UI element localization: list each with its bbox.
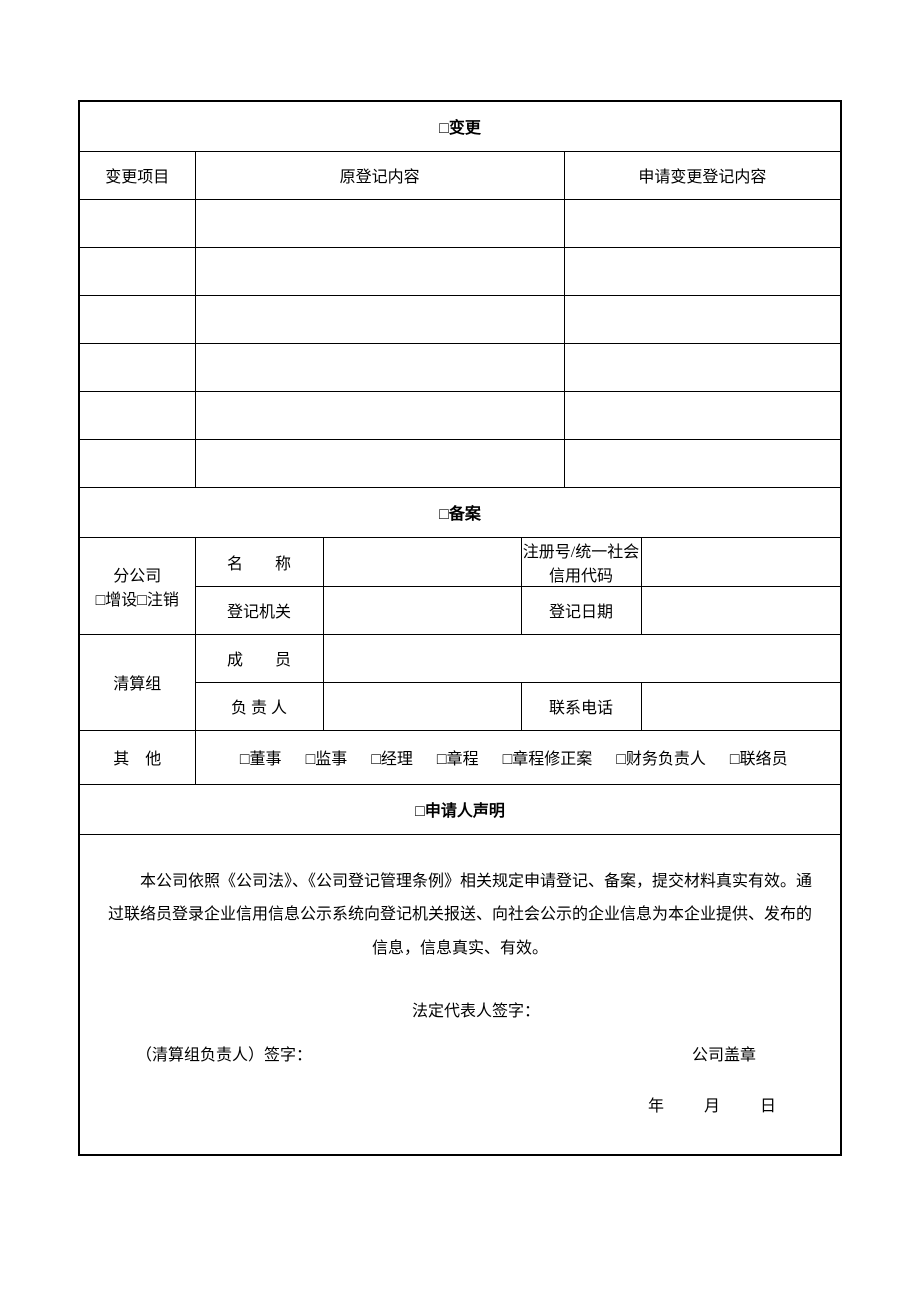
legal-rep-signature-line: 法定代表人签字：: [104, 995, 816, 1029]
branch-name-value[interactable]: [323, 537, 521, 586]
checkbox-supervisor[interactable]: □监事: [306, 751, 348, 768]
date-day: 日: [760, 1098, 776, 1115]
liquidation-leader-value[interactable]: [323, 682, 521, 730]
filing-section-header: □备案: [79, 487, 841, 537]
change-row: [79, 391, 841, 439]
change-cell[interactable]: [564, 247, 841, 295]
liquidation-members-value[interactable]: [323, 634, 841, 682]
declaration-content: 本公司依照《公司法》、《公司登记管理条例》相关规定申请登记、备案，提交材料真实有…: [79, 834, 841, 1155]
branch-regorg-value[interactable]: [323, 586, 521, 634]
change-cell[interactable]: [79, 247, 195, 295]
change-cell[interactable]: [564, 295, 841, 343]
branch-label-line2: □增设□注销: [80, 586, 195, 610]
liquidation-members-label: 成 员: [195, 634, 323, 682]
change-row: [79, 247, 841, 295]
registration-form-table: □变更 变更项目 原登记内容 申请变更登记内容 □备案: [78, 100, 842, 1156]
change-item-header: 变更项目: [79, 151, 195, 199]
change-cell[interactable]: [79, 391, 195, 439]
checkbox-liaison[interactable]: □联络员: [730, 751, 788, 768]
change-cell[interactable]: [79, 343, 195, 391]
change-row: [79, 343, 841, 391]
checkbox-finance[interactable]: □财务负责人: [616, 751, 706, 768]
checkbox-charter[interactable]: □章程: [437, 751, 479, 768]
liquidation-phone-value[interactable]: [641, 682, 841, 730]
branch-regdate-value[interactable]: [641, 586, 841, 634]
declaration-body: 本公司依照《公司法》、《公司登记管理条例》相关规定申请登记、备案，提交材料真实有…: [104, 865, 816, 966]
other-options: □董事 □监事 □经理 □章程 □章程修正案 □财务负责人 □联络员: [195, 730, 841, 784]
date-month: 月: [704, 1098, 720, 1115]
branch-regdate-label: 登记日期: [521, 586, 641, 634]
change-cell[interactable]: [195, 439, 564, 487]
liquidation-leader-label: 负 责 人: [195, 682, 323, 730]
change-section-header: □变更: [79, 101, 841, 151]
branch-label-line1: 分公司: [80, 562, 195, 586]
change-cell[interactable]: [79, 439, 195, 487]
change-original-header: 原登记内容: [195, 151, 564, 199]
branch-regorg-label: 登记机关: [195, 586, 323, 634]
branch-regno-label: 注册号/统一社会信用代码: [521, 537, 641, 586]
change-row: [79, 199, 841, 247]
change-cell[interactable]: [195, 247, 564, 295]
branch-regno-value[interactable]: [641, 537, 841, 586]
company-seal-label: 公司盖章: [692, 1039, 816, 1073]
checkbox-manager[interactable]: □经理: [371, 751, 413, 768]
change-new-header: 申请变更登记内容: [564, 151, 841, 199]
other-label: 其 他: [79, 730, 195, 784]
checkbox-director[interactable]: □董事: [240, 751, 282, 768]
change-cell[interactable]: [195, 199, 564, 247]
change-cell[interactable]: [564, 439, 841, 487]
change-cell[interactable]: [195, 295, 564, 343]
liquidation-label: 清算组: [79, 634, 195, 730]
change-cell[interactable]: [564, 343, 841, 391]
branch-label: 分公司 □增设□注销: [79, 537, 195, 634]
branch-name-label: 名 称: [195, 537, 323, 586]
change-cell[interactable]: [195, 391, 564, 439]
change-cell[interactable]: [564, 199, 841, 247]
liquidation-phone-label: 联系电话: [521, 682, 641, 730]
liquidation-signature-line: （清算组负责人）签字：: [104, 1039, 312, 1073]
change-cell[interactable]: [195, 343, 564, 391]
change-cell[interactable]: [79, 295, 195, 343]
checkbox-amendment[interactable]: □章程修正案: [503, 751, 593, 768]
change-cell[interactable]: [79, 199, 195, 247]
declaration-section-header: □申请人声明: [79, 784, 841, 834]
date-year: 年: [648, 1098, 664, 1115]
date-line: 年 月 日: [104, 1090, 816, 1124]
change-row: [79, 439, 841, 487]
change-row: [79, 295, 841, 343]
change-cell[interactable]: [564, 391, 841, 439]
